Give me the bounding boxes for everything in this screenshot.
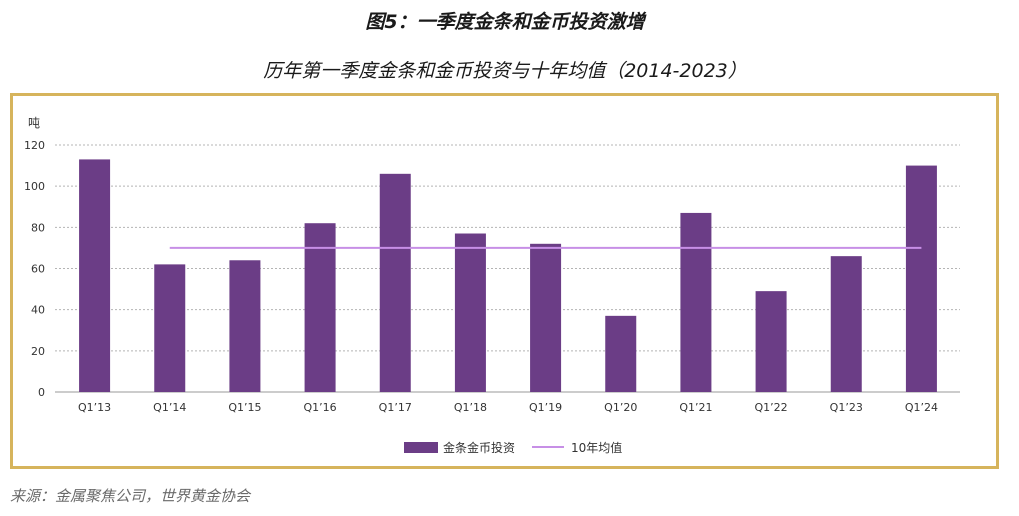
y-tick-label: 100 [24, 180, 45, 193]
bar [680, 212, 712, 392]
y-tick-label: 40 [31, 304, 45, 317]
y-tick-label: 120 [24, 139, 45, 152]
bar [454, 233, 486, 392]
figure-source: 来源：金属聚焦公司，世界黄金协会 [10, 487, 251, 505]
x-tick-label: Q1’15 [228, 401, 261, 414]
x-tick-label: Q1’13 [78, 401, 111, 414]
x-tick-label: Q1’22 [755, 401, 788, 414]
bar [229, 260, 261, 392]
x-tick-label: Q1’18 [454, 401, 487, 414]
bar [154, 264, 186, 392]
legend: 金条金币投资 10年均值 [404, 440, 622, 455]
bar [79, 159, 111, 392]
x-tick-label: Q1’14 [153, 401, 186, 414]
bar [830, 256, 862, 392]
x-tick-label: Q1’20 [604, 401, 637, 414]
bar [755, 291, 787, 392]
y-tick-label: 20 [31, 345, 45, 358]
bar [905, 165, 937, 392]
y-tick-label: 60 [31, 263, 45, 276]
bar [530, 243, 562, 392]
x-tick-label: Q1’19 [529, 401, 562, 414]
bar [379, 173, 411, 392]
y-tick-label: 0 [38, 386, 45, 399]
figure-title: 图5：一季度金条和金币投资激增 [365, 11, 645, 33]
bar [605, 315, 637, 392]
figure-subtitle: 历年第一季度金条和金币投资与十年均值（2014-2023） [263, 60, 747, 82]
x-tick-label: Q1’17 [379, 401, 412, 414]
bar-series [79, 159, 937, 392]
bar [304, 223, 336, 392]
x-tick-label: Q1’23 [830, 401, 863, 414]
legend-label: 10年均值 [571, 440, 622, 455]
legend-label: 金条金币投资 [443, 440, 515, 455]
x-tick-label: Q1’21 [679, 401, 712, 414]
y-tick-label: 80 [31, 221, 45, 234]
gridlines [55, 144, 960, 352]
x-tick-label: Q1’24 [905, 401, 938, 414]
x-tick-label: Q1’16 [304, 401, 337, 414]
legend-swatch-bar [404, 442, 438, 453]
y-axis-unit-label: 吨 [28, 116, 40, 130]
